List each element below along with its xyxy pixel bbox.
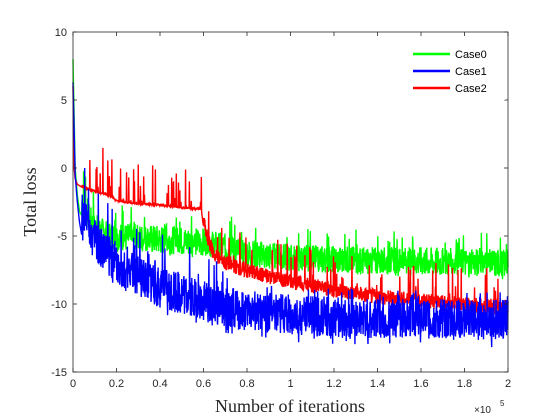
y-tick-label: 10 <box>55 27 67 39</box>
x-tick-label: 0 <box>70 378 76 390</box>
x-tick-label: 1 <box>287 378 293 390</box>
x-exponent-power: 5 <box>500 399 505 408</box>
x-exponent-base: ×10 <box>474 405 491 416</box>
x-tick-label: 1.4 <box>370 378 385 390</box>
legend: Case0 Case1 Case2 <box>408 44 505 100</box>
x-tick-label: 0.2 <box>109 378 124 390</box>
x-tick-label: 0.4 <box>152 378 167 390</box>
x-tick-label: 1.8 <box>457 378 472 390</box>
y-axis-label: Total loss <box>20 167 40 236</box>
y-tick-label: -10 <box>51 299 67 311</box>
y-tick-label: -15 <box>51 367 67 379</box>
y-tick-label: 0 <box>61 163 67 175</box>
x-tick-label: 2 <box>505 378 511 390</box>
x-tick-label: 1.6 <box>413 378 428 390</box>
y-tick-label: 5 <box>61 95 67 107</box>
series-line-case2 <box>72 86 509 315</box>
legend-label-case0: Case0 <box>455 49 487 61</box>
x-tick-label: 1.2 <box>326 378 341 390</box>
legend-label-case2: Case2 <box>455 83 487 95</box>
tick-layer: 0 0.2 0.4 0.6 0.8 1 1.2 1.4 1.6 1.8 2 10 5 0 -5 -10 -15 <box>51 27 511 390</box>
y-tick-label: -5 <box>57 231 67 243</box>
x-tick-label: 0.6 <box>196 378 211 390</box>
x-tick-label: 0.8 <box>239 378 254 390</box>
series-layer <box>72 59 509 348</box>
series-line-case1 <box>72 82 509 348</box>
legend-label-case1: Case1 <box>455 66 487 78</box>
x-axis-label: Number of iterations <box>215 396 365 416</box>
